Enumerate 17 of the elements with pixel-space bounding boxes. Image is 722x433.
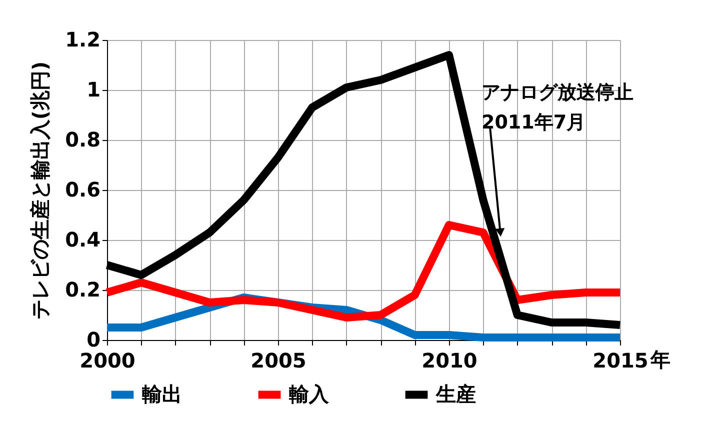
x-tick-label: 2010 <box>422 348 478 372</box>
legend-label: 輸出 <box>141 382 182 406</box>
x-tick-label: 2015 <box>592 348 648 372</box>
x-axis-title: 年 <box>650 348 670 372</box>
legend-label: 輸入 <box>288 382 330 406</box>
x-tick-label: 2000 <box>80 348 136 372</box>
y-tick-label: 1.2 <box>65 28 100 52</box>
y-tick-label: 0 <box>86 328 100 352</box>
legend-label: 生産 <box>435 382 476 406</box>
y-tick-label: 1 <box>86 78 100 102</box>
y-tick-label: 0.8 <box>65 128 100 152</box>
y-tick-label: 0.4 <box>65 228 100 252</box>
annotation: アナログ放送停止 2011年7月 <box>481 82 634 134</box>
x-tick-label: 2005 <box>250 348 306 372</box>
y-tick-label: 0.2 <box>65 278 100 302</box>
y-axis-title: テレビの生産と輸出入(兆円) <box>28 61 52 320</box>
y-tick-label: 0.6 <box>65 178 100 202</box>
